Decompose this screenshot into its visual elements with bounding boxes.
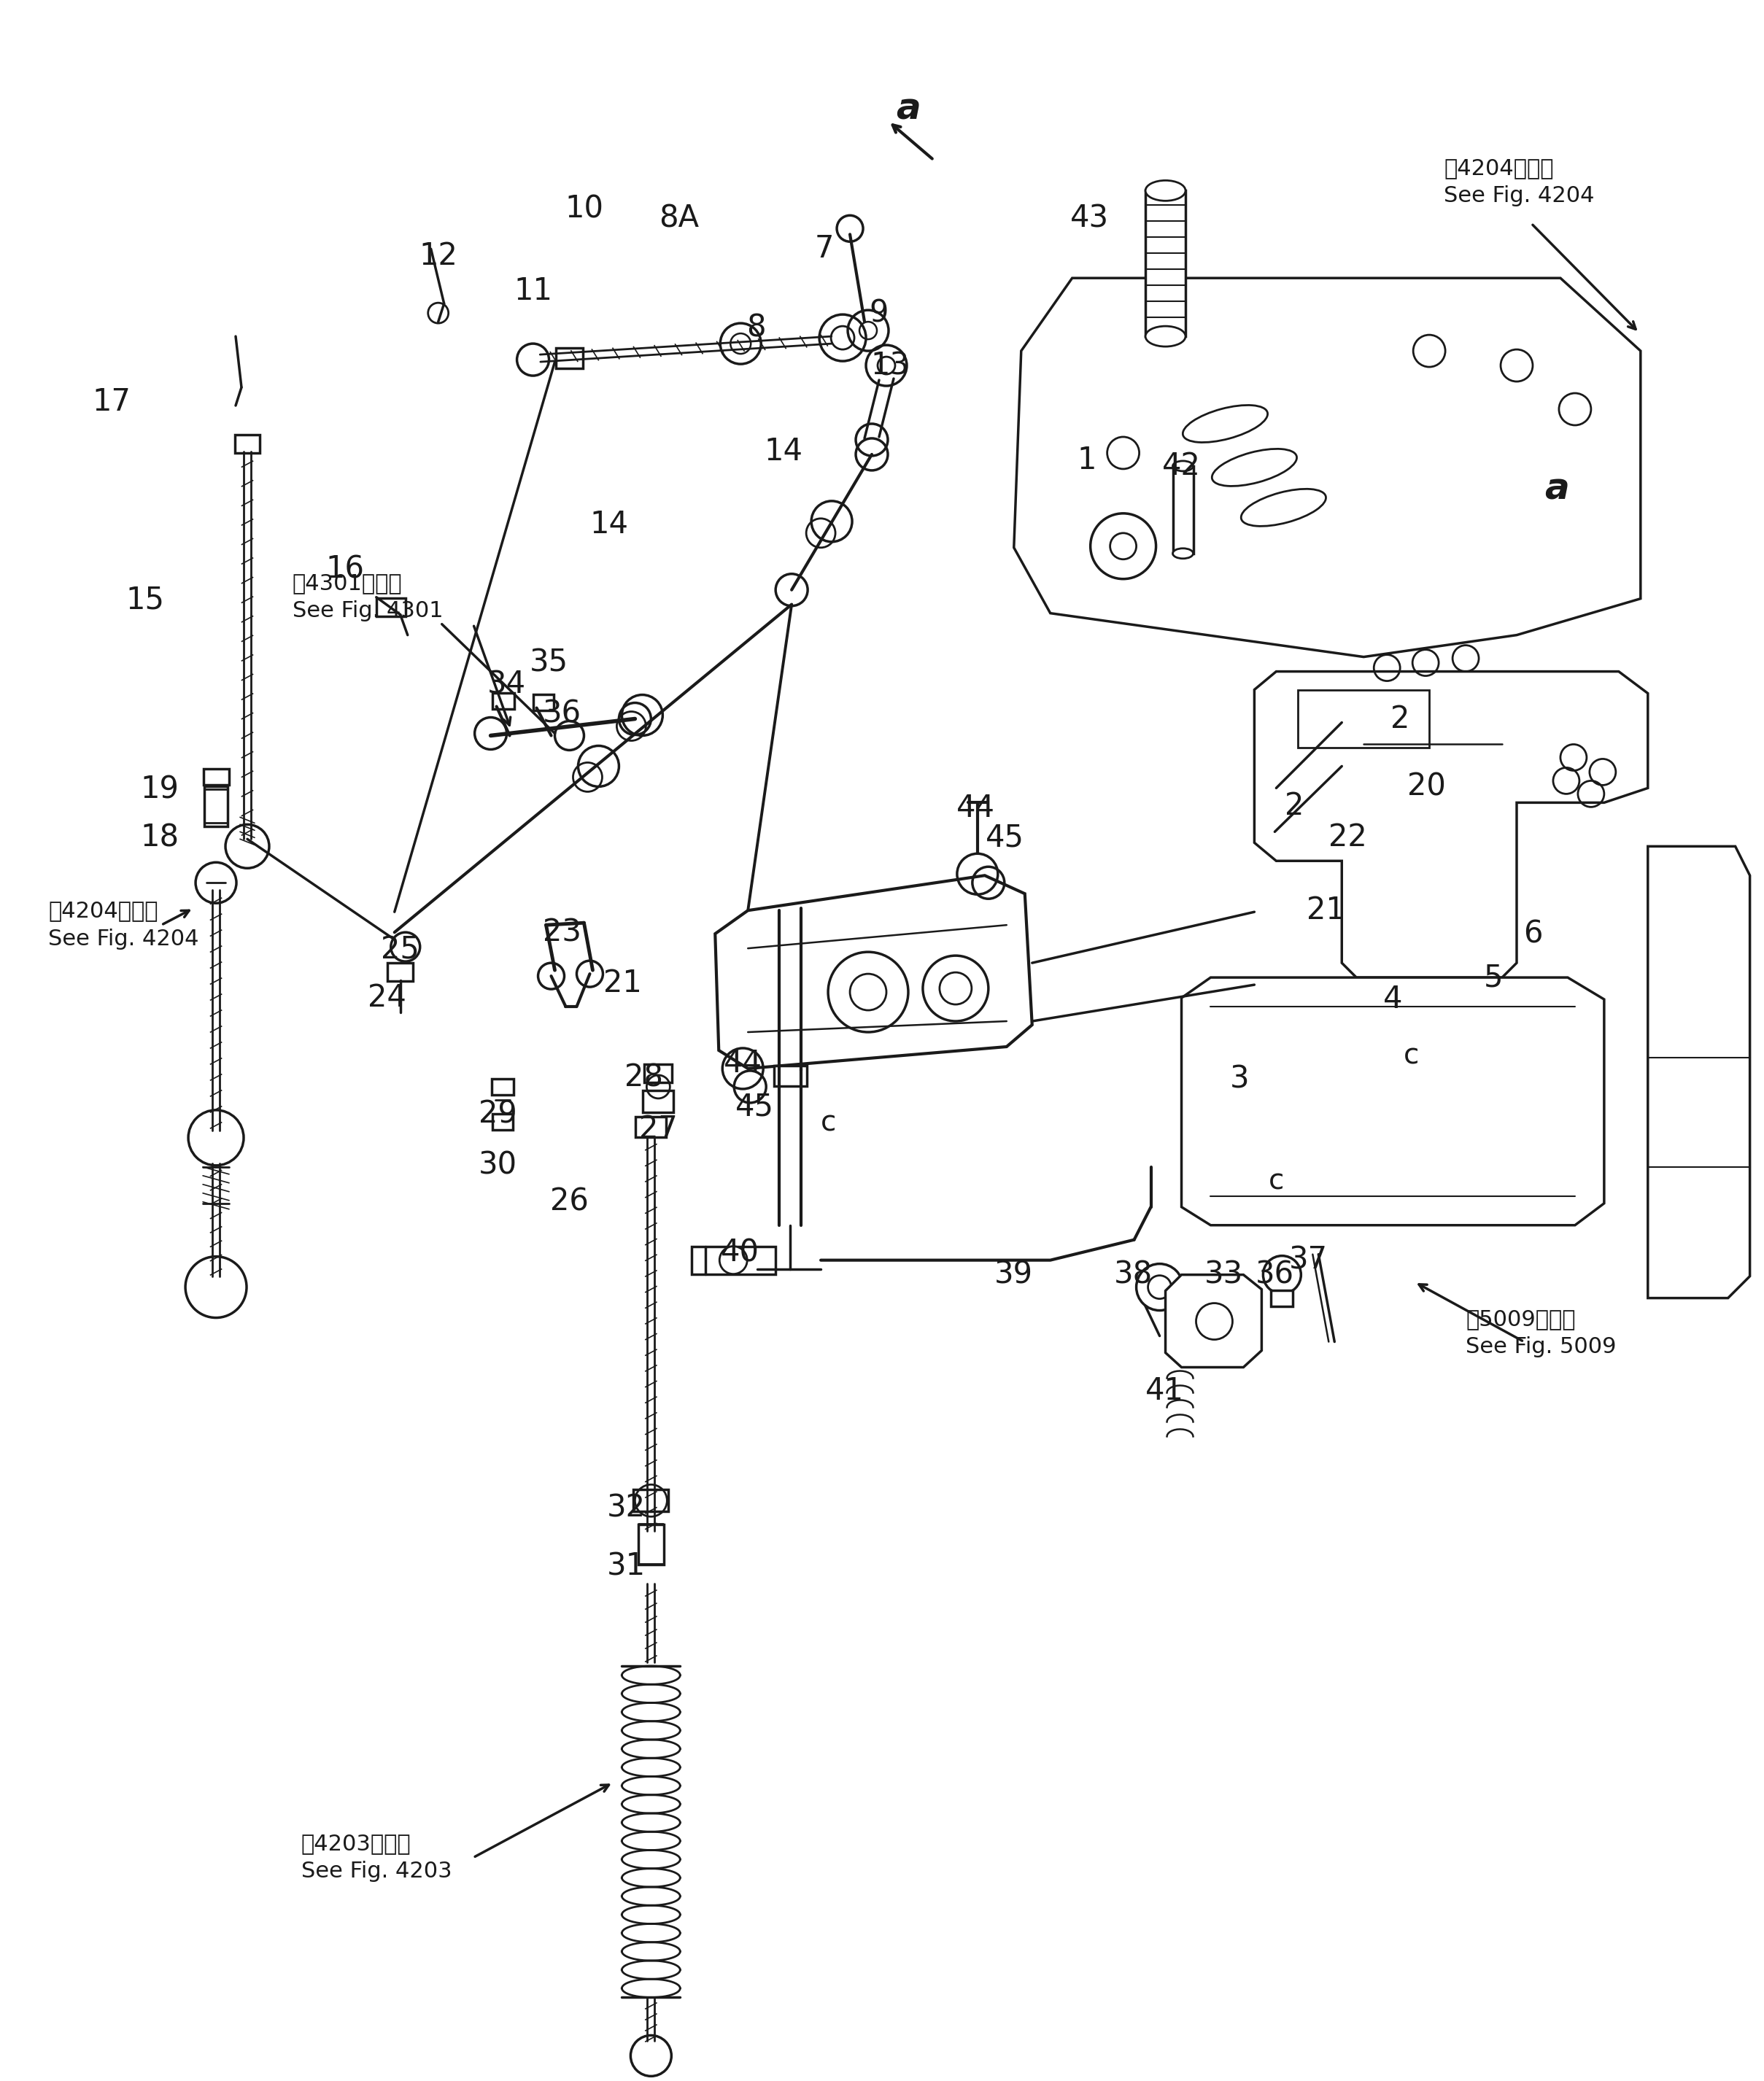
- Text: 45: 45: [736, 1093, 774, 1122]
- Text: 2: 2: [1284, 791, 1304, 822]
- Bar: [635, 1117, 667, 1136]
- Text: 21: 21: [1307, 895, 1346, 926]
- Ellipse shape: [1242, 489, 1327, 526]
- Ellipse shape: [1184, 406, 1268, 443]
- Text: 41: 41: [1145, 1376, 1184, 1407]
- Text: 36: 36: [1256, 1259, 1295, 1290]
- Text: c: c: [820, 1109, 836, 1136]
- Text: 35: 35: [529, 647, 568, 678]
- Text: 5: 5: [1484, 961, 1503, 993]
- Ellipse shape: [720, 1247, 748, 1274]
- Text: 笥4203図参照
See Fig. 4203: 笥4203図参照 See Fig. 4203: [302, 1833, 452, 1881]
- Text: 8: 8: [746, 312, 766, 343]
- Text: 21: 21: [603, 968, 642, 999]
- Text: 45: 45: [986, 822, 1025, 853]
- Bar: [205, 787, 228, 826]
- Text: 43: 43: [1071, 204, 1110, 233]
- Text: 4: 4: [1383, 984, 1402, 1016]
- Bar: [639, 1523, 663, 1565]
- Text: 9: 9: [870, 298, 889, 329]
- Text: 12: 12: [418, 241, 457, 271]
- Text: 44: 44: [956, 793, 995, 824]
- Ellipse shape: [1212, 449, 1297, 487]
- Text: 25: 25: [381, 934, 420, 966]
- Text: 笥4301図参照
See Fig. 4301: 笥4301図参照 See Fig. 4301: [293, 572, 443, 622]
- Bar: [492, 693, 513, 710]
- Text: 40: 40: [720, 1238, 759, 1267]
- Text: 42: 42: [1162, 452, 1201, 481]
- Text: 22: 22: [1328, 822, 1367, 853]
- Text: 18: 18: [141, 822, 180, 853]
- Polygon shape: [1166, 1276, 1261, 1367]
- Text: 17: 17: [92, 387, 131, 416]
- Bar: [533, 695, 554, 710]
- Text: 14: 14: [591, 510, 628, 539]
- Bar: [388, 964, 413, 980]
- Bar: [203, 770, 229, 785]
- Bar: [1298, 689, 1429, 747]
- Polygon shape: [1182, 978, 1603, 1226]
- Text: 37: 37: [1289, 1244, 1328, 1276]
- Text: 26: 26: [550, 1186, 589, 1217]
- Text: 2: 2: [1390, 703, 1409, 735]
- Ellipse shape: [1145, 327, 1185, 348]
- Bar: [1272, 1290, 1293, 1307]
- Text: a: a: [1545, 472, 1570, 508]
- Text: 36: 36: [543, 699, 582, 728]
- Text: 38: 38: [1115, 1259, 1154, 1290]
- Bar: [633, 1490, 669, 1511]
- Bar: [1145, 191, 1185, 337]
- Text: 19: 19: [141, 774, 180, 805]
- Text: 1: 1: [1078, 445, 1097, 477]
- Polygon shape: [1014, 279, 1641, 658]
- Text: 10: 10: [564, 194, 603, 225]
- Text: 32: 32: [607, 1492, 646, 1523]
- Text: 44: 44: [723, 1049, 762, 1078]
- Text: 14: 14: [764, 437, 803, 466]
- Bar: [492, 1113, 513, 1130]
- Text: 15: 15: [125, 585, 164, 616]
- Text: 28: 28: [624, 1063, 663, 1093]
- Text: 16: 16: [326, 554, 365, 585]
- Ellipse shape: [1173, 460, 1192, 470]
- Text: 24: 24: [369, 982, 406, 1013]
- Bar: [644, 1065, 672, 1082]
- Text: 笥4204図参照
See Fig. 4204: 笥4204図参照 See Fig. 4204: [48, 901, 199, 949]
- Text: 23: 23: [543, 918, 582, 947]
- Bar: [691, 1247, 774, 1274]
- Polygon shape: [1254, 672, 1648, 978]
- Text: 20: 20: [1408, 772, 1446, 801]
- Text: c: c: [1268, 1167, 1284, 1194]
- Text: 13: 13: [871, 350, 910, 381]
- Text: 29: 29: [478, 1099, 517, 1130]
- Bar: [556, 348, 584, 368]
- Text: 34: 34: [487, 670, 526, 699]
- Bar: [376, 597, 406, 616]
- Text: 27: 27: [639, 1113, 677, 1145]
- Text: 31: 31: [607, 1550, 646, 1582]
- Text: 33: 33: [1205, 1259, 1244, 1290]
- Bar: [1173, 466, 1192, 554]
- Ellipse shape: [1173, 549, 1192, 558]
- Bar: [235, 435, 259, 454]
- Text: 7: 7: [815, 233, 834, 264]
- Text: a: a: [896, 92, 921, 127]
- Polygon shape: [1648, 847, 1750, 1299]
- Text: 6: 6: [1522, 918, 1542, 949]
- Bar: [774, 1065, 806, 1086]
- Polygon shape: [714, 876, 1032, 1068]
- Bar: [644, 1090, 674, 1111]
- Ellipse shape: [1145, 181, 1185, 202]
- Text: c: c: [1402, 1043, 1418, 1070]
- Text: 3: 3: [1230, 1063, 1249, 1095]
- Text: 8A: 8A: [658, 204, 699, 233]
- Text: 39: 39: [995, 1259, 1034, 1290]
- Text: 30: 30: [478, 1151, 517, 1180]
- Bar: [492, 1078, 513, 1095]
- Text: 11: 11: [513, 277, 552, 306]
- Text: 笥5009図参照
See Fig. 5009: 笥5009図参照 See Fig. 5009: [1466, 1309, 1616, 1357]
- Text: 笥4204図参照
See Fig. 4204: 笥4204図参照 See Fig. 4204: [1443, 158, 1595, 206]
